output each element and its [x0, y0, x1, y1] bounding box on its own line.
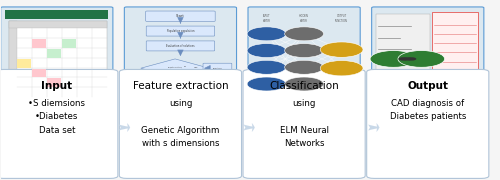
Circle shape — [247, 27, 286, 41]
Circle shape — [247, 60, 286, 74]
Circle shape — [320, 60, 363, 76]
FancyBboxPatch shape — [124, 7, 236, 102]
FancyBboxPatch shape — [376, 14, 430, 96]
Circle shape — [284, 77, 324, 91]
Text: No: No — [184, 66, 187, 67]
Text: Output: Output — [408, 81, 449, 91]
Text: Population population: Population population — [166, 29, 194, 33]
Circle shape — [247, 44, 286, 58]
Text: with s dimensions: with s dimensions — [142, 139, 219, 148]
Circle shape — [247, 77, 286, 91]
Circle shape — [398, 57, 408, 61]
Text: Feature extraction: Feature extraction — [132, 81, 228, 91]
Text: Yes: Yes — [194, 67, 198, 68]
FancyBboxPatch shape — [8, 21, 107, 28]
Text: •S diemsions: •S diemsions — [28, 99, 86, 108]
Circle shape — [284, 27, 324, 41]
Circle shape — [284, 44, 324, 58]
FancyBboxPatch shape — [62, 39, 76, 48]
FancyBboxPatch shape — [366, 69, 489, 178]
Text: Best solution
criterion met?: Best solution criterion met? — [168, 67, 182, 70]
FancyBboxPatch shape — [6, 10, 108, 19]
Text: •Diabetes: •Diabetes — [35, 112, 78, 121]
FancyBboxPatch shape — [372, 7, 484, 102]
Text: Data set: Data set — [38, 126, 75, 135]
Text: INPUT
LAYER: INPUT LAYER — [262, 14, 270, 23]
FancyBboxPatch shape — [432, 12, 478, 73]
Polygon shape — [141, 59, 210, 78]
Circle shape — [370, 51, 417, 67]
Text: OUTPUT
FUNCTION: OUTPUT FUNCTION — [335, 14, 348, 23]
Circle shape — [402, 57, 412, 61]
Text: using: using — [169, 99, 192, 108]
FancyBboxPatch shape — [146, 41, 214, 51]
FancyBboxPatch shape — [120, 69, 242, 178]
FancyBboxPatch shape — [243, 69, 365, 178]
FancyBboxPatch shape — [146, 11, 215, 21]
FancyBboxPatch shape — [146, 26, 214, 36]
Circle shape — [320, 42, 363, 57]
Text: ELM Neural: ELM Neural — [280, 126, 328, 135]
Text: HIDDEN
LAYER: HIDDEN LAYER — [299, 14, 309, 23]
Text: Diabetes patients: Diabetes patients — [390, 112, 466, 121]
Text: Networks: Networks — [284, 139, 325, 148]
FancyBboxPatch shape — [146, 82, 214, 92]
FancyBboxPatch shape — [8, 21, 17, 97]
FancyBboxPatch shape — [0, 69, 118, 178]
FancyBboxPatch shape — [248, 7, 360, 102]
FancyBboxPatch shape — [32, 39, 46, 48]
Text: Input: Input — [41, 81, 72, 91]
Circle shape — [407, 57, 416, 61]
Circle shape — [284, 60, 324, 74]
Text: Classification: Classification — [269, 81, 339, 91]
Text: Start: Start — [176, 14, 185, 18]
FancyBboxPatch shape — [203, 63, 232, 73]
Text: Evaluation of solutions: Evaluation of solutions — [166, 44, 194, 48]
FancyBboxPatch shape — [32, 69, 46, 77]
FancyBboxPatch shape — [47, 78, 62, 87]
FancyBboxPatch shape — [0, 7, 113, 102]
Text: CAD diagnosis of: CAD diagnosis of — [391, 99, 464, 108]
FancyBboxPatch shape — [17, 59, 32, 68]
FancyBboxPatch shape — [8, 21, 107, 97]
Text: using: using — [292, 99, 316, 108]
Text: Selection: Selection — [212, 68, 222, 69]
Text: Genetic Algorithm: Genetic Algorithm — [142, 126, 220, 135]
Circle shape — [398, 51, 444, 67]
FancyBboxPatch shape — [47, 49, 62, 58]
